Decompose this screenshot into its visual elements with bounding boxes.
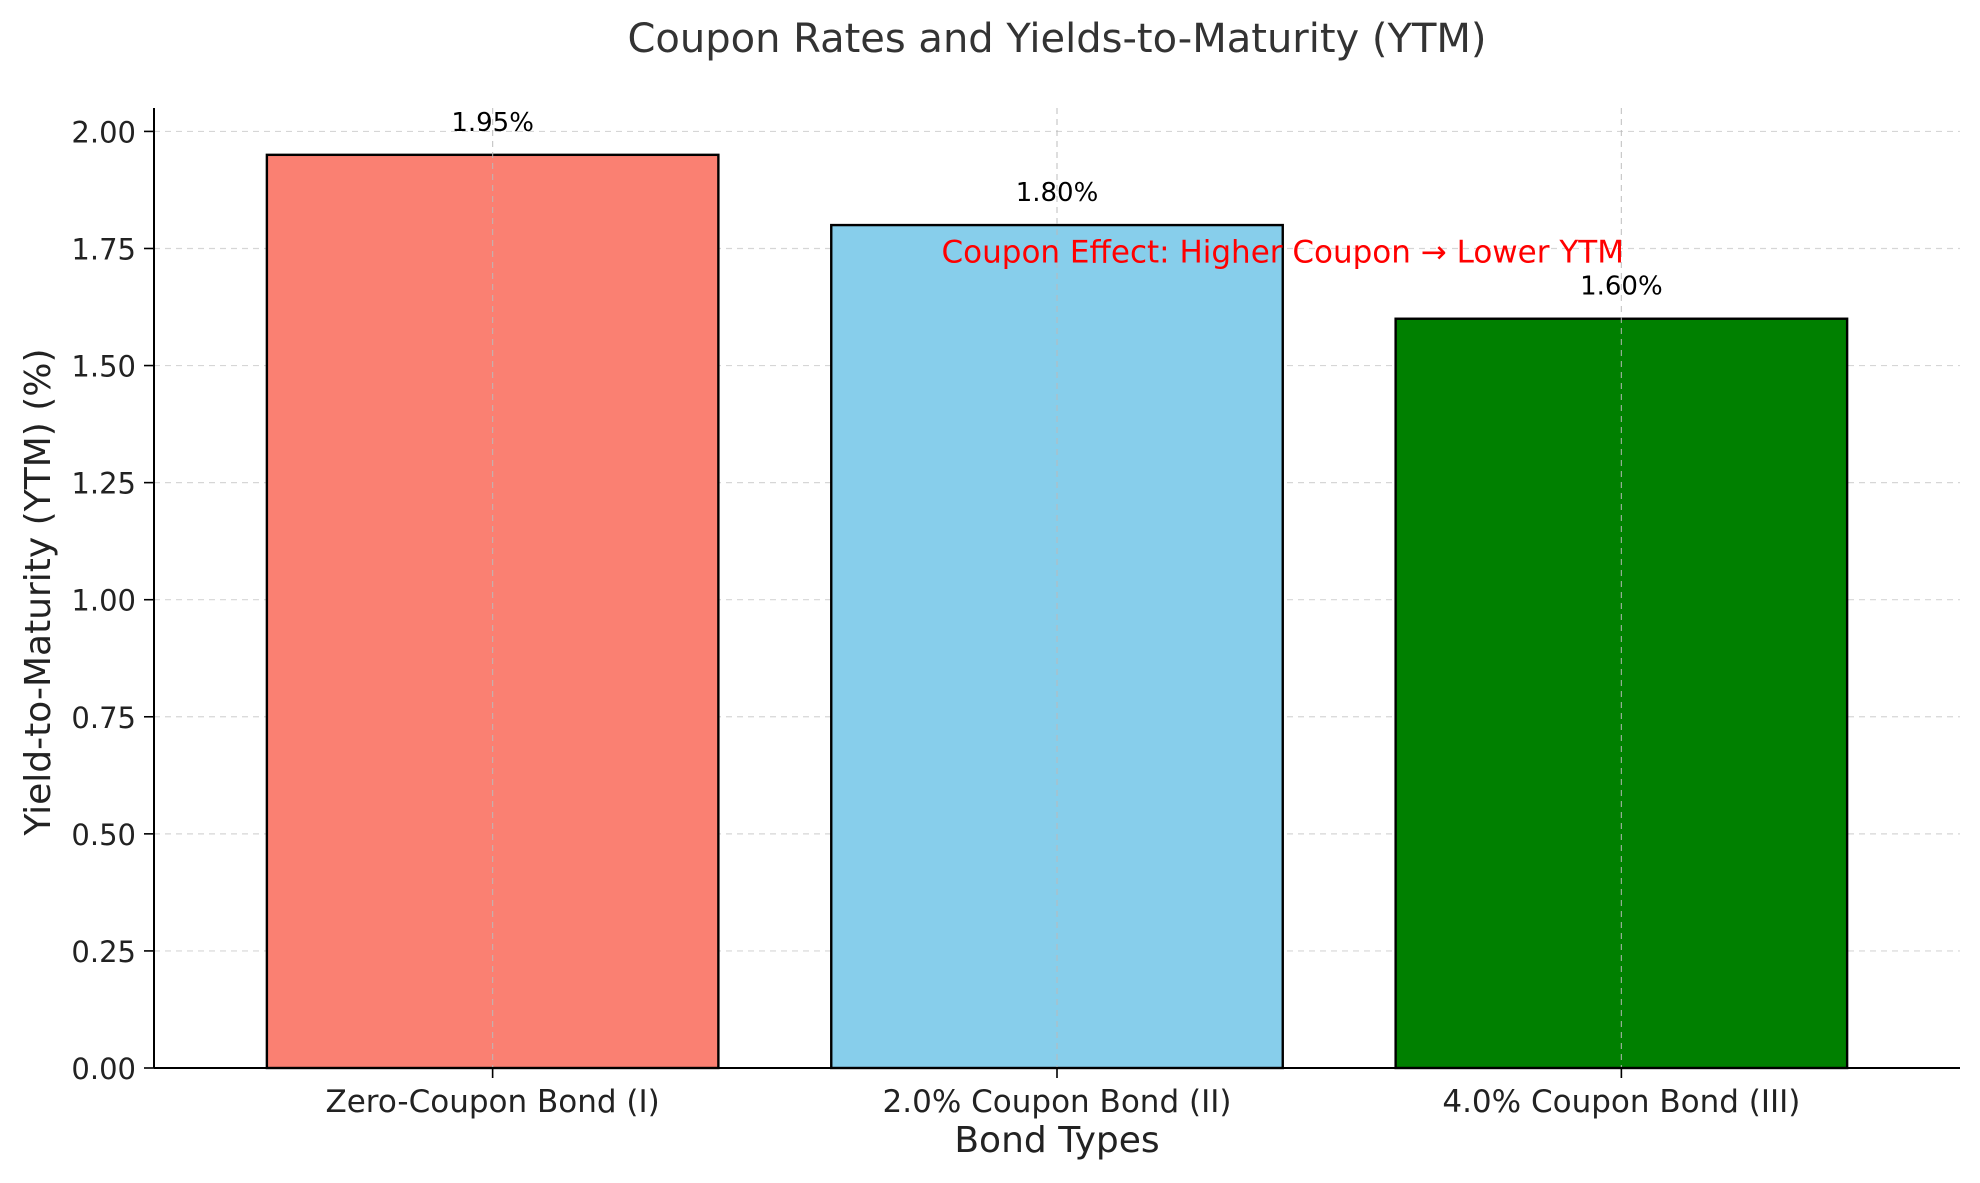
x-tick-label: 2.0% Coupon Bond (II) (883, 1084, 1232, 1120)
y-tick-label: 0.25 (71, 935, 136, 969)
vertical-grid-layer (492, 108, 1622, 1068)
bar-value-label: 1.95% (451, 108, 534, 138)
data-labels-layer: 1.95% 1.80% 1.60% (451, 108, 1662, 302)
coupon-effect-annotation: Coupon Effect: Higher Coupon → Lower YTM (942, 235, 1624, 271)
bar (265, 153, 720, 1070)
axes-layer: 0.00 0.25 0.50 0.75 1.00 1.25 1.50 1.75 2.00 Zero… (71, 108, 1960, 1120)
y-tick-label: 2.00 (71, 115, 136, 149)
x-tick-label: 4.0% Coupon Bond (III) (1442, 1084, 1800, 1120)
bars-layer (265, 153, 1849, 1070)
x-axis-label: Bond Types (954, 1120, 1159, 1161)
bar-value-label: 1.60% (1580, 272, 1663, 302)
bar-value-label: 1.80% (1016, 178, 1099, 208)
y-axis-label: Yield-to-Maturity (YTM) (%) (18, 348, 59, 836)
y-tick-label: 1.50 (71, 350, 136, 384)
x-tick-label: Zero-Coupon Bond (I) (326, 1084, 660, 1120)
y-tick-label: 0.50 (71, 818, 136, 852)
y-tick-label: 0.00 (71, 1052, 136, 1086)
y-tick-label: 0.75 (71, 701, 136, 735)
y-tick-label: 1.00 (71, 584, 136, 618)
chart-title: Coupon Rates and Yields-to-Maturity (YTM… (627, 16, 1486, 62)
y-tick-label: 1.25 (71, 467, 136, 501)
y-tick-label: 1.75 (71, 232, 136, 266)
